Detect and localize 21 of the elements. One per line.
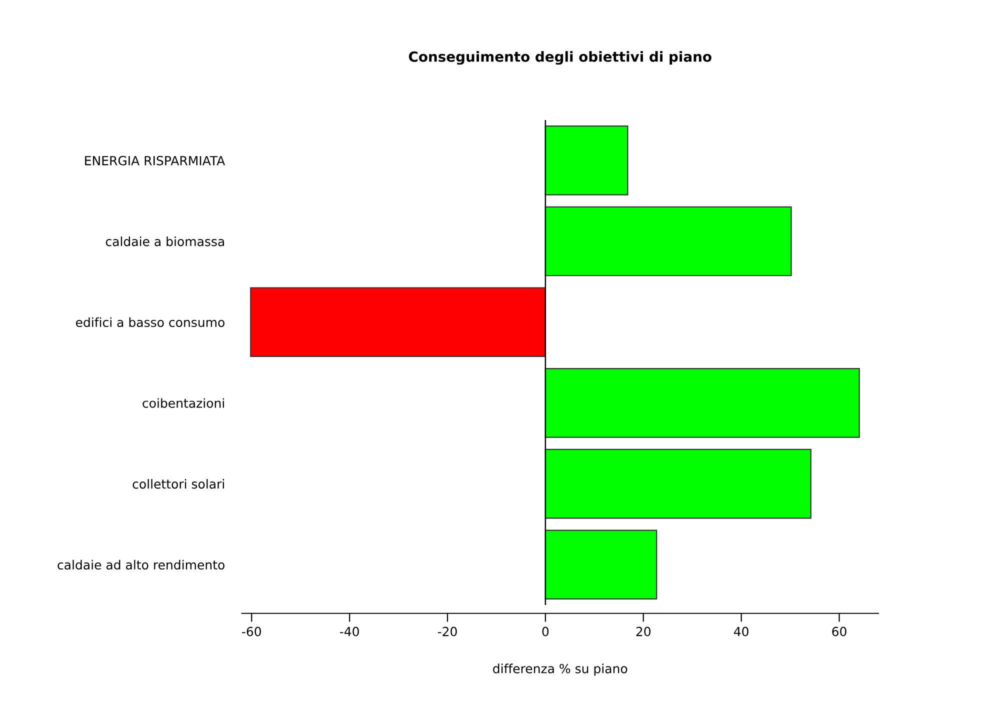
bar (544, 530, 658, 600)
x-tick-label: -20 (438, 626, 457, 636)
y-tick-label: ENERGIA RISPARMIATA (85, 156, 226, 166)
y-tick-label: coibentazioni (142, 398, 224, 408)
x-tick-label: -40 (340, 626, 359, 636)
bar (544, 206, 792, 276)
x-tick-label: 40 (734, 626, 748, 636)
y-tick-label: collettori solari (132, 479, 224, 489)
y-tick-label: caldaie ad alto rendimento (58, 560, 224, 570)
x-tick-label: 60 (832, 626, 846, 636)
bar (544, 368, 860, 438)
x-tick-label: -60 (242, 626, 261, 636)
bar (544, 448, 812, 519)
y-tick-label: edifici a basso consumo (76, 317, 224, 328)
x-axis-title: differenza % su piano (493, 664, 628, 676)
y-tick-label: caldaie a biomassa (106, 236, 224, 246)
chart-title: Conseguimento degli obiettivi di piano (408, 51, 712, 65)
x-tick-label: 0 (542, 626, 549, 636)
bar (544, 126, 628, 196)
x-tick-label: 20 (636, 626, 650, 636)
bar (250, 287, 546, 358)
